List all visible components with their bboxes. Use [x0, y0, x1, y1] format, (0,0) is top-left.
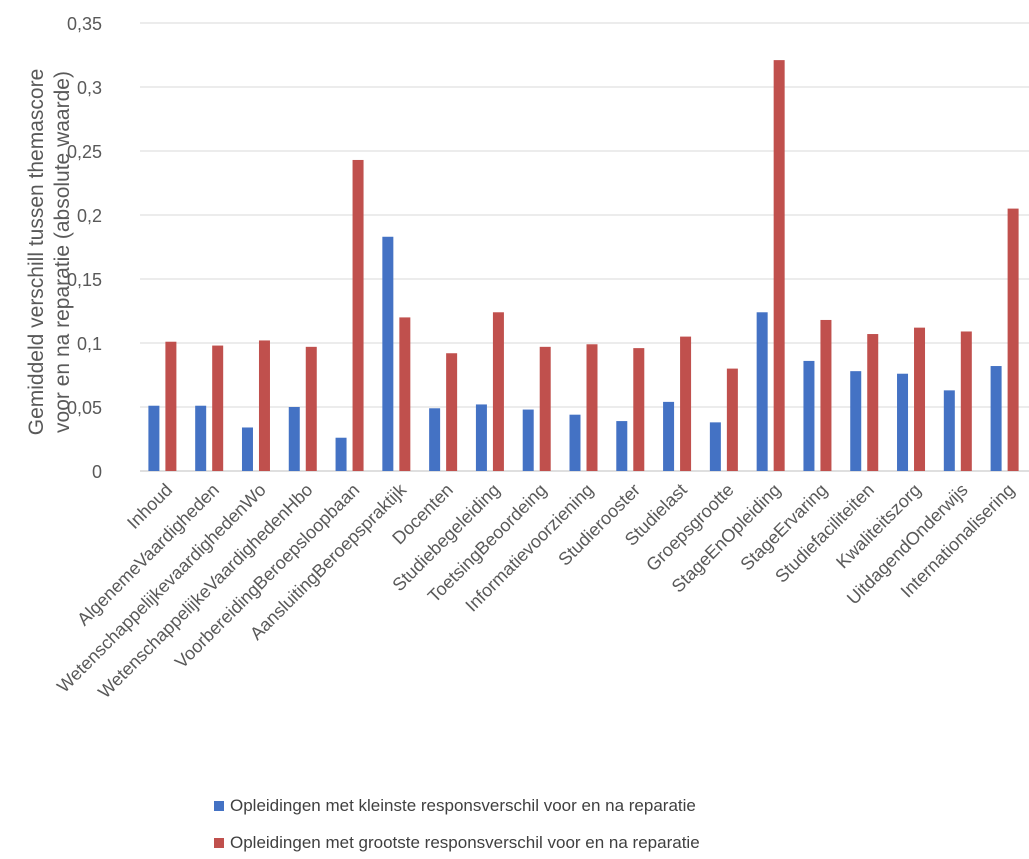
y-axis-tick-labels: 0 0,05 0,1 0,15 0,2 0,25 0,3 0,35 — [67, 14, 102, 482]
y-tick-label: 0,15 — [67, 270, 102, 290]
bar-large-Studiefaciliteiten — [867, 334, 879, 471]
bar-small-Studiefaciliteiten — [850, 371, 862, 471]
bar-small-Studiebegeleiding — [475, 404, 487, 471]
y-tick-label: 0,35 — [67, 14, 102, 34]
bar-small-ToetsingBeoordeing — [522, 409, 534, 471]
bar-large-ToetsingBeoordeing — [539, 346, 551, 471]
legend-swatch-red — [214, 838, 224, 848]
bar-large-Informatievoorziening — [586, 344, 598, 471]
bar-large-AlgenemeVaardigheden — [212, 345, 224, 471]
bar-large-Studiebegeleiding — [492, 312, 504, 471]
bar-small-WetenschappelijkeVaardighedenHbo — [288, 407, 300, 471]
bar-small-Studierooster — [616, 421, 628, 471]
bar-small-Inhoud — [148, 405, 160, 471]
legend-swatch-blue — [214, 801, 224, 811]
bar-small-Informatievoorziening — [569, 414, 581, 471]
bar-small-UitdagendOnderwijs — [943, 390, 955, 471]
bar-large-Studierooster — [633, 348, 645, 471]
y-tick-label: 0 — [92, 462, 102, 482]
bars — [148, 60, 1019, 472]
x-axis-tick-labels: InhoudAlgenemeVaardighedenWetenschappeli… — [53, 479, 1018, 702]
bar-large-UitdagendOnderwijs — [960, 331, 972, 471]
bar-small-Groepsgrootte — [709, 422, 721, 471]
bar-large-WetenschappelijkeVaardighedenHbo — [305, 346, 317, 471]
bar-small-Internationalisering — [990, 366, 1002, 471]
x-tick-label: WetenschappelijkevaardighedenWo — [53, 480, 270, 697]
y-tick-label: 0,3 — [77, 78, 102, 98]
y-axis-label-line-2: voor en na reparatie (absolute waarde) — [51, 71, 74, 433]
bar-large-AansluitingBeroepspraktijk — [399, 317, 411, 471]
y-tick-label: 0,05 — [67, 398, 102, 418]
bar-small-Studielast — [663, 401, 675, 471]
y-axis-label-line-1: Gemiddeld verschill tussen themascore — [25, 69, 48, 436]
legend-item-series-2: Opleidingen met grootste responsverschil… — [214, 833, 1014, 853]
bar-small-AlgenemeVaardigheden — [195, 405, 207, 471]
bar-small-StageEnOpleiding — [756, 312, 768, 471]
bar-large-Internationalisering — [1007, 208, 1019, 471]
legend-item-series-1: Opleidingen met kleinste responsverschil… — [214, 796, 1014, 816]
bar-large-Kwaliteitszorg — [914, 327, 926, 471]
bar-large-Inhoud — [165, 341, 177, 471]
gridlines — [140, 22, 1029, 472]
bar-small-Kwaliteitszorg — [897, 373, 909, 471]
bar-small-StageErvaring — [803, 360, 815, 471]
bar-large-WetenschappelijkevaardighedenWo — [258, 340, 270, 471]
bar-small-WetenschappelijkevaardighedenWo — [241, 427, 253, 471]
bar-small-Docenten — [429, 408, 441, 471]
bar-large-VoorbereidingBeroepsloopbaan — [352, 159, 364, 471]
y-tick-label: 0,2 — [77, 206, 102, 226]
bar-large-Studielast — [680, 336, 692, 471]
bar-large-StageErvaring — [820, 319, 832, 471]
bar-small-AansluitingBeroepspraktijk — [382, 236, 394, 471]
bar-large-Docenten — [446, 353, 458, 471]
y-tick-label: 0,25 — [67, 142, 102, 162]
bar-large-StageEnOpleiding — [773, 60, 785, 472]
legend-label-series-1: Opleidingen met kleinste responsverschil… — [230, 796, 696, 815]
y-tick-label: 0,1 — [77, 334, 102, 354]
legend-label-series-2: Opleidingen met grootste responsverschil… — [230, 833, 700, 852]
bar-small-VoorbereidingBeroepsloopbaan — [335, 437, 347, 471]
bar-large-Groepsgrootte — [726, 368, 738, 471]
